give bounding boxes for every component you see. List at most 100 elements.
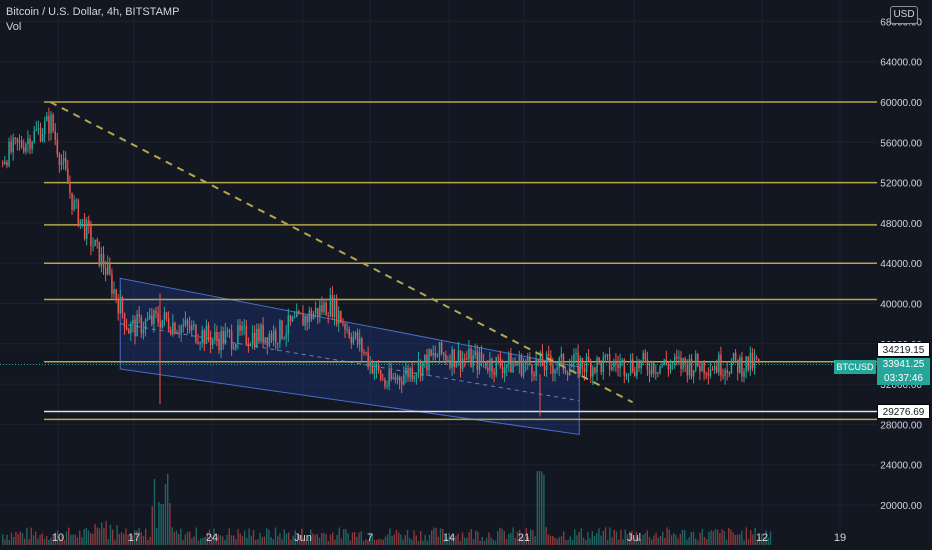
candle-body <box>680 357 682 369</box>
candle-body <box>537 359 539 363</box>
candle-body <box>247 343 250 346</box>
volume-bar <box>536 470 538 545</box>
volume-bar <box>681 529 684 545</box>
candle-body <box>728 372 731 374</box>
volume-bar <box>156 527 158 545</box>
volume-bar <box>763 537 765 545</box>
volume-bar <box>725 539 728 545</box>
candle-body <box>529 357 531 365</box>
candle-body <box>371 360 374 374</box>
candle-body <box>718 354 720 373</box>
candle-body <box>163 312 166 320</box>
volume-bar <box>116 525 118 545</box>
volume-bar <box>362 540 365 545</box>
volume-bar <box>556 538 558 545</box>
volume-bar <box>543 474 545 545</box>
volume-bar <box>13 537 15 545</box>
candle-body <box>713 366 716 370</box>
candle-body <box>653 362 655 374</box>
candle-body <box>134 319 136 337</box>
candle-body <box>33 130 35 142</box>
candle-body <box>577 352 579 374</box>
candle-body <box>663 359 665 365</box>
volume-bar <box>171 527 173 545</box>
volume-bar <box>208 529 211 545</box>
volume-bar <box>136 530 138 545</box>
volume-bar <box>552 535 554 545</box>
volume-bar <box>679 533 681 545</box>
volume-bar <box>158 501 160 545</box>
volume-bar <box>371 533 373 545</box>
currency-badge[interactable]: USD <box>890 6 918 24</box>
volume-bar <box>354 532 356 545</box>
volume-bar <box>743 540 745 545</box>
volume-bar <box>32 535 35 545</box>
volume-bar <box>301 528 303 545</box>
candle-body <box>195 324 197 343</box>
candle-body <box>674 356 676 364</box>
candle-body <box>600 360 602 373</box>
volume-bar <box>525 527 527 545</box>
candle-body <box>2 162 4 164</box>
chart-title: Bitcoin / U.S. Dollar, 4h, BITSTAMP <box>6 6 180 18</box>
volume-bar <box>351 532 354 545</box>
candle-body <box>581 358 584 370</box>
volume-bar <box>409 538 411 545</box>
candle-body <box>48 116 50 134</box>
volume-bar <box>457 533 459 545</box>
volume-bar <box>307 536 310 545</box>
volume-bar <box>41 533 43 545</box>
volume-bar <box>640 539 642 545</box>
candle-body <box>478 352 481 370</box>
candle-body <box>348 329 350 338</box>
candle-body <box>566 372 569 375</box>
candle-body <box>445 354 447 361</box>
volume-bar <box>323 532 325 545</box>
volume-bar <box>48 539 50 545</box>
volume-bar <box>442 528 444 545</box>
candle-body <box>264 337 266 344</box>
candle-body <box>12 137 14 152</box>
candle-body <box>554 369 556 374</box>
candle-body <box>466 358 468 360</box>
candle-body <box>333 298 336 318</box>
volume-bar <box>666 527 668 545</box>
volume-bar <box>343 529 345 545</box>
candle-body <box>592 367 594 377</box>
volume-bar <box>237 529 239 545</box>
x-tick-label: 24 <box>206 532 218 544</box>
candle-body <box>520 356 523 376</box>
candle-body <box>583 369 586 372</box>
volume-bar <box>224 540 226 545</box>
volume-bar <box>567 539 569 545</box>
volume-bar <box>226 534 228 545</box>
volume-bar <box>109 524 112 545</box>
x-tick-label: Jun <box>294 532 312 544</box>
candle-body <box>277 343 279 345</box>
candle-body <box>724 370 726 376</box>
candle-body <box>233 348 235 350</box>
candle-body <box>113 289 115 294</box>
candle-body <box>701 361 703 372</box>
candle-body <box>482 360 485 362</box>
candle-body <box>346 329 348 331</box>
candle-body <box>506 364 508 368</box>
candle-body <box>65 158 67 169</box>
candle-body <box>493 372 495 375</box>
volume-bar <box>688 537 690 545</box>
y-tick-label: 40000.00 <box>880 300 922 311</box>
candle-body <box>193 324 195 326</box>
volume-bar <box>644 533 646 545</box>
volume-bar <box>120 532 123 545</box>
symbol-tag: BTCUSD <box>834 360 876 374</box>
volume-bar <box>184 534 186 545</box>
volume-bar <box>417 540 420 545</box>
volume-bar <box>46 536 48 545</box>
volume-bar <box>402 539 404 545</box>
y-tick-label: 28000.00 <box>880 420 922 431</box>
volume-bar <box>505 539 508 545</box>
candle-body <box>476 351 479 370</box>
volume-bar <box>488 532 490 545</box>
